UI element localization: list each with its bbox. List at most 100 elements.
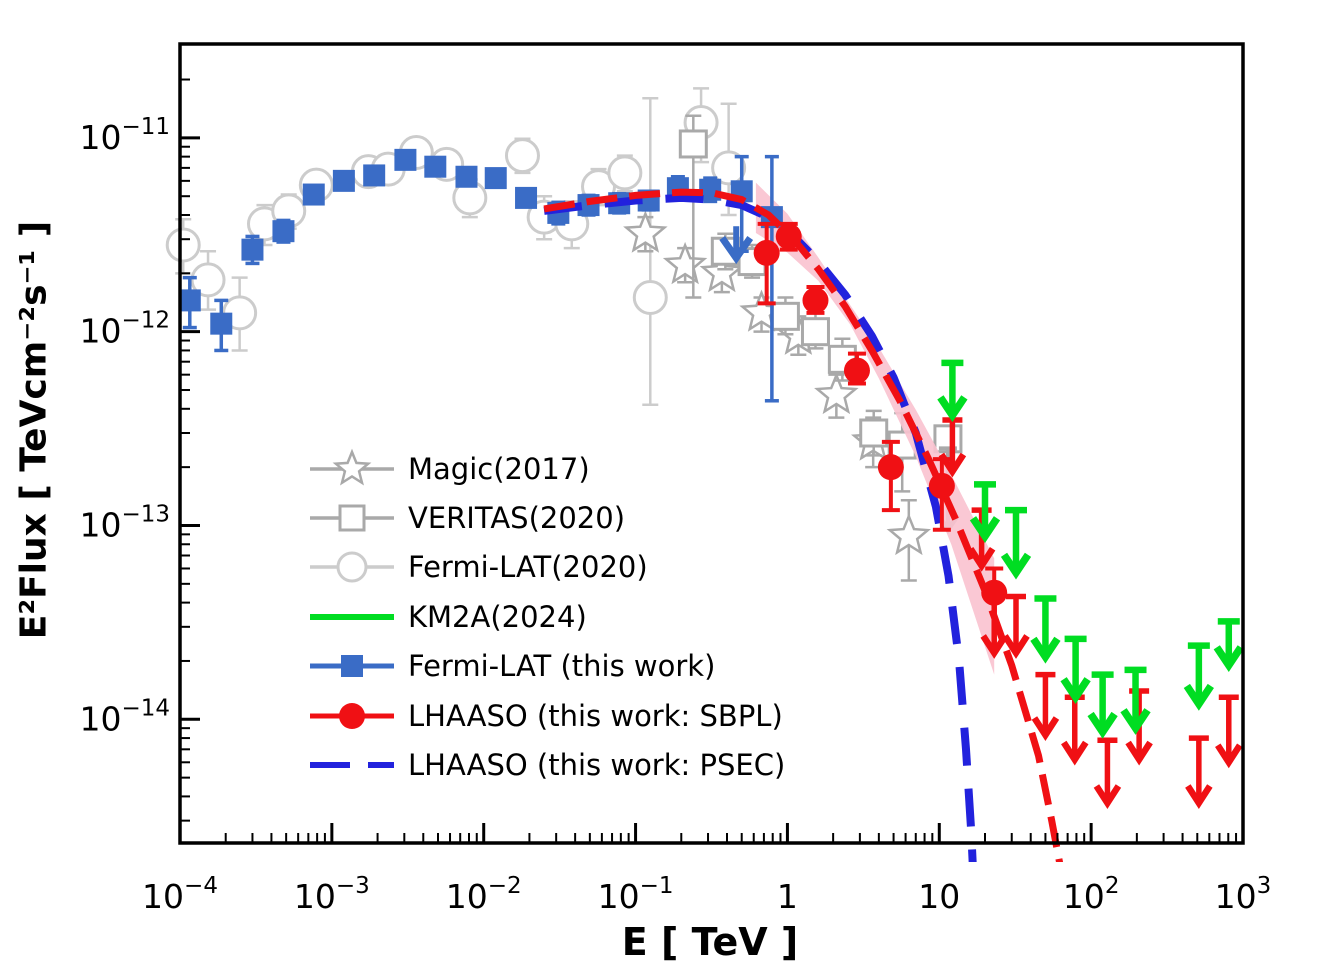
fermi2020-point [165,227,201,263]
y-tick-label: 10−12 [79,308,170,351]
arrow-head [1002,634,1030,659]
fermi-point [455,165,478,188]
fermi-point [210,312,233,335]
fermi-square-icon [310,655,394,678]
x-tick-label: 103 [1215,873,1272,916]
km2a-upper-limit [1213,618,1244,673]
magic-star-icon [310,448,394,486]
psec-dashed-line-icon [310,762,394,769]
arrow-head [1125,740,1153,766]
sbpl-model-curve [543,188,1064,862]
fermi-point [363,164,386,187]
lhaaso-point [843,357,870,384]
km2a-upper-limit [969,481,1001,544]
legend-marker [336,551,368,583]
fermi-error-bar [764,154,779,403]
km2a-line-icon [310,613,394,620]
arrow-head [1215,743,1243,769]
legend-label: KM2A(2024) [408,599,587,634]
legend-item-fermi-this-work: Fermi-LAT (this work) [308,642,785,691]
km2a-upper-limit [1087,671,1118,739]
lhaaso-point [753,239,780,266]
km2a-upper-limit [937,359,968,423]
km2a-upper-limit [1120,666,1151,735]
lhaaso-upper-limit [1093,737,1122,809]
plot-frame-layer [178,42,1245,845]
legend-marker [332,448,372,486]
arrow-head [1120,708,1151,735]
arrow-head [980,634,1008,659]
arrow-head [969,516,1001,544]
fermi-point [484,167,507,190]
fermi-upper-limit [719,226,754,265]
legend-label: LHAASO (this work: SBPL) [408,698,783,733]
legend-label: Magic(2017) [408,451,590,486]
lhaaso-points-layer [753,221,1243,809]
lhaaso-upper-limit [1185,735,1213,809]
arrow-head [719,235,754,265]
magic-point [662,241,708,285]
legend-item-fermi-2020: Fermi-LAT(2020) [308,543,785,592]
legend: Magic(2017) VERITAS(2020) Fermi-LAT(2020… [308,444,785,790]
veritas-point [678,129,708,159]
x-tick-label: 10−3 [294,873,370,916]
y-tick-label: 10−14 [79,695,170,738]
magic-point [814,371,859,415]
km2a-arrows-layer [937,359,1244,739]
lhaaso-upper-limit [1215,694,1243,769]
magic-point [886,512,931,556]
magic-point [623,210,668,253]
x-tick-label: 10−2 [446,873,522,916]
legend-label: VERITAS(2020) [408,501,626,536]
lhaaso-point [802,287,829,314]
arrow-head [937,395,968,423]
fermi2020-point [711,150,747,186]
arrow-head [1185,784,1213,809]
lhaaso-point [981,579,1008,606]
veritas-point [800,317,830,347]
legend-marker [341,655,363,678]
lhaaso-upper-limit [980,598,1008,659]
lhaaso-circle-icon [310,702,394,729]
legend-item-lhaaso-psec: LHAASO (this work: PSEC) [308,740,785,789]
arrow-head [1183,683,1214,711]
magic-point [699,249,745,293]
fermi-point [424,155,447,178]
fermi2020-point [607,155,643,191]
x-axis-title: E [ TeV ] [621,920,799,964]
legend-marker [338,504,366,532]
psec-model-curve [543,193,977,862]
fermi2020-point [504,138,540,174]
x-tick-label: 102 [1063,873,1120,916]
legend-marker [339,702,365,729]
arrow-head [967,546,996,572]
fermi-point [515,186,538,209]
arrow-head [1087,711,1118,739]
lhaaso-point [775,223,802,250]
lhaaso-point [928,472,955,499]
legend-item-veritas: VERITAS(2020) [308,493,785,542]
x-tick-label: 1 [777,877,798,916]
arrow-head [938,452,967,478]
arrow-head [1213,645,1244,673]
legend-item-km2a: KM2A(2024) [308,592,785,641]
arrow-head [1000,552,1032,580]
km2a-upper-limit [1183,642,1214,711]
legend-item-lhaaso-sbpl: LHAASO (this work: SBPL) [308,691,785,740]
arrow-head [1031,716,1060,741]
arrow-head [1061,740,1089,766]
arrow-head [1093,784,1122,809]
km2a-upper-limit [1030,595,1061,664]
legend-label: Fermi-LAT(2020) [408,550,648,585]
fermi2020-point [190,262,226,298]
fermi-point [241,238,264,261]
y-axis-title: E²Flux [ TeVcm⁻²s⁻¹ ] [13,220,55,640]
fermi2020-point [632,280,668,316]
plot-frame [178,42,1245,845]
axis-ticks-layer [178,78,1245,843]
veritas-point [770,301,800,331]
fermi2020-circle-icon [310,551,394,583]
fermi-point [178,289,201,312]
